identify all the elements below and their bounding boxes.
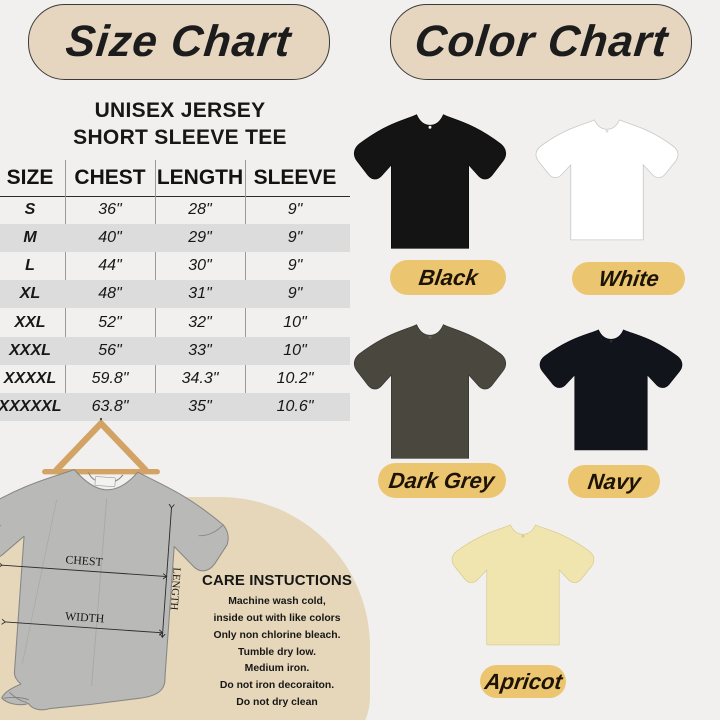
svg-text:CHEST: CHEST bbox=[65, 553, 103, 568]
svg-text:WIDTH: WIDTH bbox=[65, 610, 106, 626]
